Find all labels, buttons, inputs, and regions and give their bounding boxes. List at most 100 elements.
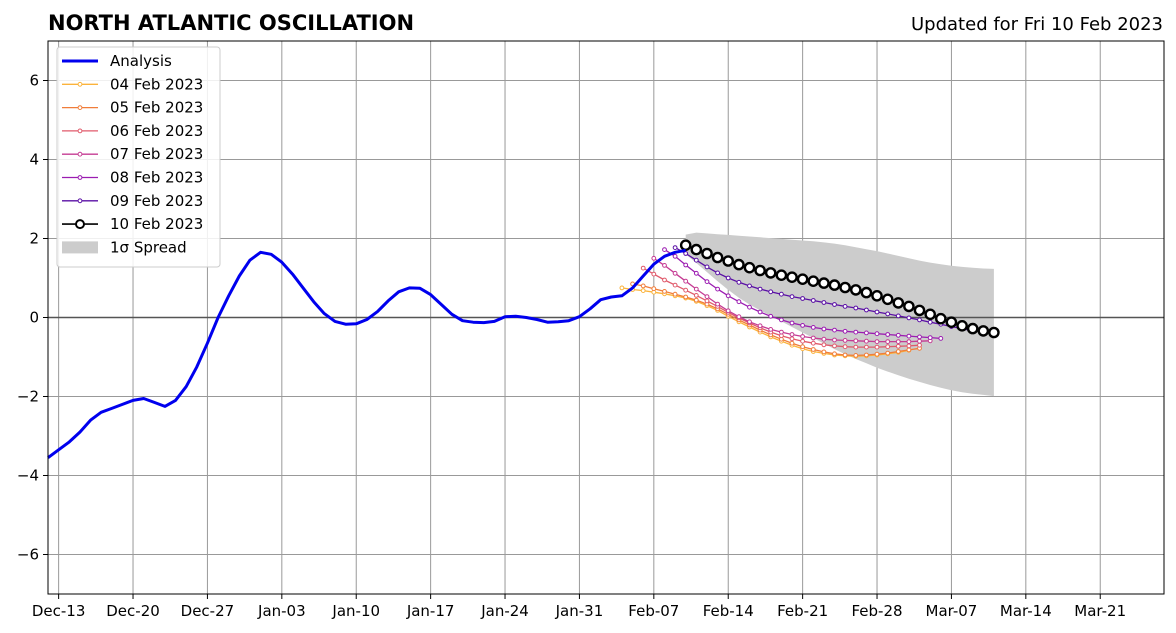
- forecast-point: [640, 265, 646, 271]
- forecast-point: [683, 251, 689, 256]
- forecast-point: [704, 264, 710, 270]
- forecast-point: [800, 344, 805, 350]
- y-tick-label: −2: [17, 388, 39, 406]
- forecast-point: [917, 317, 922, 323]
- forecast-point: [690, 243, 703, 256]
- forecast-point: [853, 344, 859, 350]
- legend-entry: 07 Feb 2023: [62, 145, 203, 163]
- forecast-point: [672, 282, 678, 288]
- legend-entry: Analysis: [62, 52, 172, 70]
- forecast-point: [768, 313, 774, 319]
- forecast-point: [917, 334, 922, 340]
- forecast-point: [903, 300, 915, 313]
- legend-marker: [77, 198, 83, 204]
- forecast-point: [818, 277, 830, 289]
- forecast-point: [895, 339, 901, 345]
- forecast-point: [832, 351, 837, 357]
- forecast-point: [828, 279, 841, 291]
- forecast-series: [662, 247, 944, 341]
- forecast-point: [850, 284, 862, 296]
- legend-label: Analysis: [110, 52, 172, 70]
- x-tick-label: Jan-10: [331, 602, 380, 620]
- forecast-point: [651, 271, 657, 277]
- x-tick-label: Mar-14: [1000, 602, 1052, 620]
- forecast-point: [906, 315, 912, 321]
- forecast-point: [885, 339, 891, 345]
- forecast-point: [704, 298, 710, 304]
- forecast-point: [736, 314, 742, 320]
- forecast-point: [704, 294, 710, 300]
- forecast-point: [842, 304, 848, 309]
- forecast-point: [672, 291, 678, 297]
- forecast-point: [693, 270, 699, 276]
- forecast-point: [810, 340, 816, 346]
- x-tick-label: Feb-28: [851, 602, 902, 620]
- forecast-point: [789, 336, 795, 342]
- forecast-point: [619, 285, 625, 291]
- forecast-series-layer: [619, 239, 1000, 359]
- y-tick-label: −6: [17, 546, 39, 564]
- forecast-point: [881, 293, 894, 306]
- y-axis-ticks: −6 −4 −2 0 2 4 6: [17, 72, 48, 564]
- forecast-point: [736, 279, 742, 285]
- forecast-series: [630, 281, 922, 358]
- forecast-point: [768, 289, 774, 295]
- forecast-point: [743, 261, 756, 274]
- x-tick-label: Jan-31: [555, 602, 604, 620]
- forecast-point: [779, 291, 784, 297]
- forecast-point: [725, 293, 731, 299]
- forecast-point: [906, 339, 912, 345]
- forecast-point: [874, 309, 880, 315]
- legend-entry: 04 Feb 2023: [62, 75, 203, 93]
- forecast-point: [895, 343, 901, 349]
- forecast-point: [662, 247, 667, 253]
- forecast-point: [860, 286, 873, 299]
- chart-title: NORTH ATLANTIC OSCILLATION: [48, 11, 414, 35]
- legend-label: 10 Feb 2023: [110, 215, 203, 233]
- legend-label: 05 Feb 2023: [110, 99, 203, 117]
- forecast-point: [693, 257, 699, 263]
- forecast-point: [871, 289, 883, 302]
- forecast-point: [800, 338, 805, 344]
- forecast-point: [683, 278, 689, 284]
- forecast-point: [651, 255, 657, 261]
- y-tick-label: 2: [29, 230, 39, 248]
- forecast-point: [768, 327, 774, 332]
- legend-entry: 05 Feb 2023: [62, 99, 203, 117]
- forecast-point: [885, 350, 891, 356]
- chart-subtitle: Updated for Fri 10 Feb 2023: [911, 14, 1163, 35]
- forecast-point: [821, 349, 827, 355]
- legend-marker: [77, 105, 83, 110]
- forecast-point: [779, 329, 784, 335]
- forecast-point: [924, 308, 937, 321]
- x-tick-label: Mar-07: [926, 602, 978, 620]
- legend: Analysis 04 Feb 2023 05 Feb 2023 06 Feb 202…: [56, 46, 221, 268]
- forecast-point: [885, 332, 891, 337]
- forecast-point: [796, 273, 809, 286]
- forecast-point: [874, 344, 880, 350]
- forecast-point: [736, 299, 742, 305]
- forecast-point: [917, 342, 922, 348]
- legend-label: 06 Feb 2023: [110, 122, 203, 140]
- x-tick-label: Feb-07: [628, 602, 679, 620]
- legend-marker: [77, 151, 83, 157]
- legend-label: 1σ Spread: [110, 238, 187, 256]
- legend-label: 09 Feb 2023: [110, 192, 203, 210]
- forecast-point: [956, 319, 968, 332]
- forecast-point: [779, 317, 784, 323]
- forecast-point: [945, 316, 958, 329]
- forecast-point: [679, 239, 692, 251]
- forecast-point: [810, 335, 816, 341]
- x-tick-label: Jan-24: [480, 602, 529, 620]
- forecast-point: [832, 337, 837, 343]
- forecast-point: [725, 275, 731, 281]
- forecast-point: [832, 343, 837, 349]
- forecast-point: [704, 279, 710, 285]
- legend-label: 07 Feb 2023: [110, 145, 203, 163]
- forecast-point: [757, 309, 763, 315]
- x-axis-ticks: Dec-13 Dec-20 Dec-27 Jan-03 Jan-10 Jan-17 Jan-…: [32, 594, 1126, 620]
- forecast-point: [864, 307, 869, 313]
- forecast-point: [747, 304, 752, 310]
- x-tick-label: Feb-14: [703, 602, 754, 620]
- analysis-series-layer: [47, 248, 686, 459]
